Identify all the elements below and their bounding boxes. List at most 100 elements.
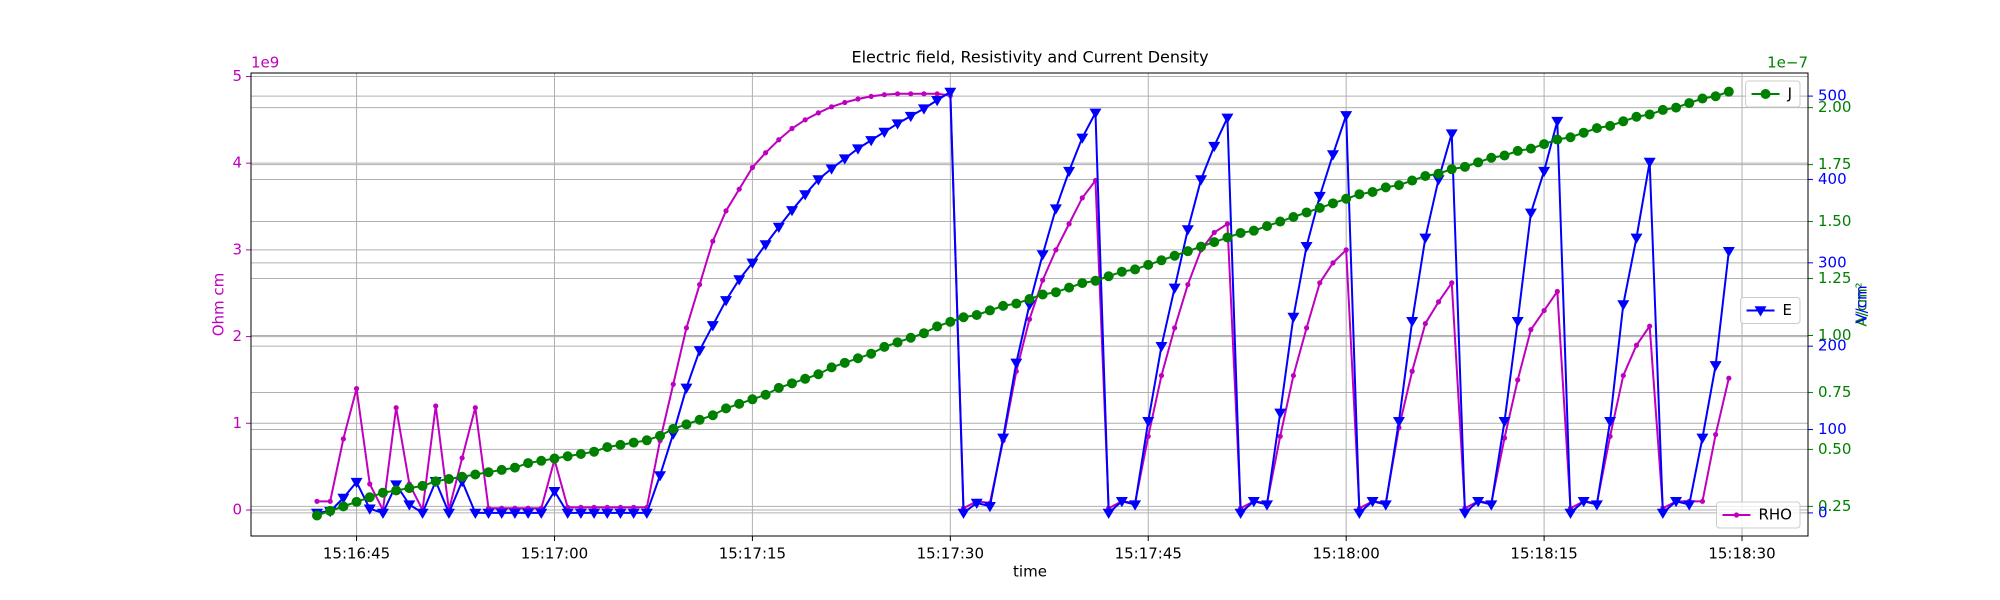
x-tick-label: 15:17:45: [1115, 545, 1182, 563]
marker: [340, 436, 346, 442]
marker: [1142, 417, 1155, 428]
marker: [1172, 325, 1178, 331]
marker: [364, 492, 375, 503]
marker: [601, 508, 614, 519]
marker: [1458, 508, 1471, 519]
marker: [799, 190, 812, 201]
marker: [1195, 175, 1208, 186]
marker: [997, 433, 1010, 444]
marker: [1539, 139, 1550, 150]
series-line: [316, 90, 1730, 516]
marker: [707, 410, 718, 421]
marker: [509, 462, 520, 473]
marker: [588, 508, 601, 519]
x-tick-label: 15:17:00: [521, 545, 588, 563]
marker: [1168, 283, 1181, 294]
marker: [1564, 508, 1577, 519]
marker: [1277, 433, 1283, 439]
marker: [457, 471, 468, 482]
marker: [1196, 241, 1207, 252]
marker: [710, 238, 716, 244]
marker: [1726, 375, 1732, 381]
marker: [496, 464, 507, 475]
marker: [1541, 307, 1547, 314]
marker: [1129, 500, 1142, 511]
marker: [1380, 182, 1391, 193]
y-tick-label: 400: [1818, 170, 1847, 188]
marker: [1211, 229, 1217, 236]
marker: [565, 504, 571, 510]
marker: [1486, 152, 1497, 163]
marker: [1473, 157, 1484, 168]
marker: [1247, 497, 1260, 508]
marker: [391, 485, 402, 496]
y-axis-label: Ohm cm: [210, 273, 228, 337]
marker: [1063, 166, 1076, 178]
y-tick-label: 2: [232, 327, 242, 345]
marker: [367, 481, 373, 487]
marker: [1449, 280, 1455, 286]
marker: [549, 453, 560, 464]
marker: [1090, 275, 1101, 286]
marker: [1617, 300, 1630, 311]
marker: [789, 125, 795, 132]
y-tick-label: 0.25: [1818, 497, 1851, 515]
plot-frame: [250, 72, 1809, 537]
marker: [866, 348, 877, 359]
marker: [1116, 266, 1127, 277]
marker: [655, 430, 666, 441]
marker: [749, 164, 756, 171]
marker: [404, 483, 415, 494]
y-tick-label: 4: [232, 154, 242, 172]
marker: [508, 508, 521, 519]
marker: [377, 487, 388, 498]
marker: [1366, 497, 1379, 508]
axis-offset-text: 1e−7: [1767, 54, 1808, 72]
marker: [1156, 255, 1167, 266]
marker: [1446, 164, 1457, 175]
y-tick-label: 300: [1818, 253, 1847, 271]
marker: [1697, 93, 1708, 104]
marker: [1287, 312, 1300, 324]
marker: [945, 316, 956, 327]
marker: [1393, 180, 1404, 191]
marker: [1221, 113, 1234, 124]
marker: [337, 493, 350, 504]
marker: [338, 501, 349, 512]
marker: [351, 496, 362, 507]
x-tick-label: 15:18:30: [1708, 545, 1775, 563]
marker: [459, 455, 465, 461]
marker: [1538, 166, 1551, 178]
marker: [855, 96, 861, 102]
y-tick-label: 0: [232, 500, 242, 518]
marker: [470, 469, 481, 480]
marker: [1301, 207, 1312, 218]
marker: [1115, 497, 1128, 508]
marker: [604, 504, 610, 510]
marker: [628, 437, 639, 448]
marker: [536, 455, 547, 466]
marker: [1551, 116, 1564, 128]
marker: [1313, 191, 1326, 203]
marker: [1317, 280, 1323, 286]
marker: [931, 96, 944, 107]
marker: [683, 325, 690, 331]
marker: [957, 508, 970, 519]
legend: RHO: [1715, 501, 1801, 529]
marker: [1040, 277, 1046, 283]
marker: [376, 508, 389, 519]
x-tick-label: 15:18:00: [1312, 545, 1379, 563]
marker: [800, 373, 811, 384]
marker: [535, 508, 548, 519]
marker: [1524, 208, 1537, 219]
marker: [1554, 288, 1560, 295]
marker: [1076, 133, 1089, 144]
marker: [1353, 508, 1366, 519]
marker: [640, 508, 653, 519]
marker: [1578, 127, 1589, 138]
marker: [393, 405, 399, 411]
marker: [891, 119, 904, 130]
marker: [763, 150, 769, 156]
marker: [1670, 497, 1683, 508]
marker: [1499, 150, 1510, 161]
